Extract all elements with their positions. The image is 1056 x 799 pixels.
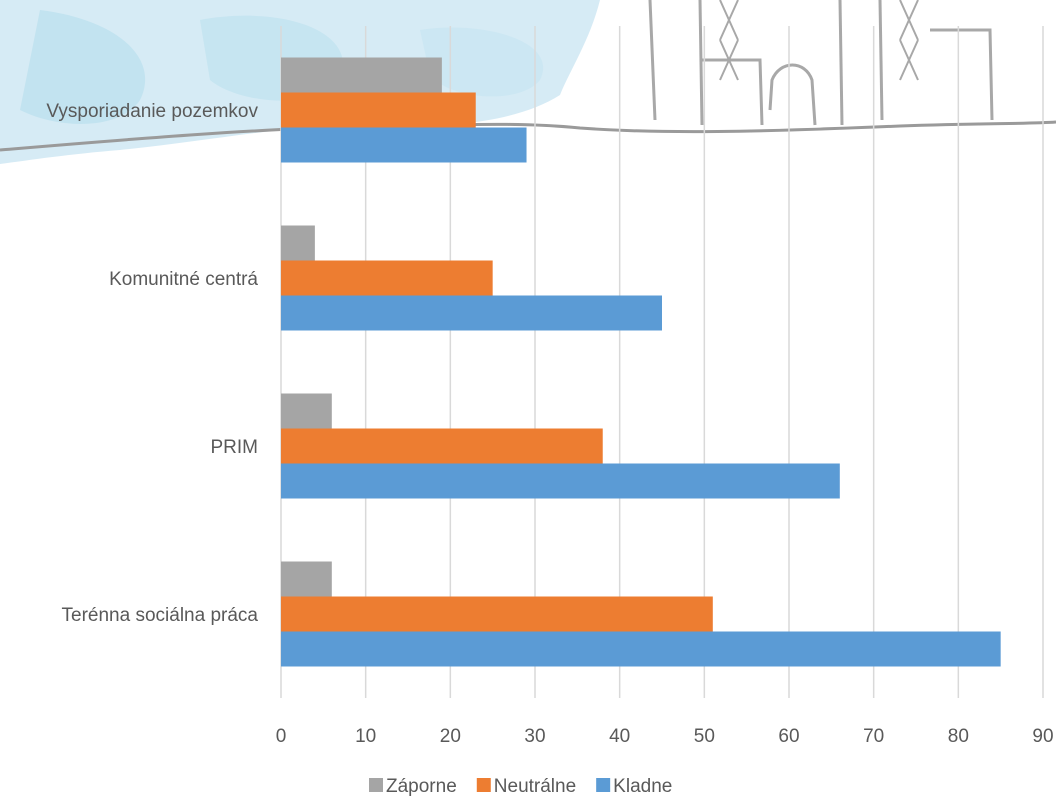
bar: [281, 561, 332, 597]
legend-swatch: [369, 778, 383, 792]
x-tick-label: 80: [948, 726, 969, 747]
category-label: Komunitné centrá: [109, 269, 258, 290]
category-label: Vysporiadanie pozemkov: [46, 101, 258, 122]
bar: [281, 393, 332, 429]
legend: Záporne Neutrálne Kladne: [369, 776, 672, 797]
legend-swatch: [596, 778, 611, 792]
bar: [281, 295, 662, 331]
bar: [281, 127, 527, 163]
bar: [281, 631, 1001, 667]
category-label: Terénna sociálna práca: [62, 605, 259, 626]
x-tick-label: 0: [276, 726, 287, 747]
watercolor-background: [0, 0, 1056, 164]
x-tick-label: 90: [1032, 726, 1053, 747]
sketch-building: [648, 0, 994, 126]
x-tick-label: 50: [694, 726, 715, 747]
legend-swatch: [476, 778, 491, 792]
bar: [281, 428, 603, 464]
bar: [281, 225, 315, 261]
bar: [281, 92, 476, 128]
legend-label: Záporne: [386, 776, 457, 797]
category-label: PRIM: [211, 437, 259, 458]
bars: [281, 57, 1001, 667]
x-axis-tick-labels: 0 10 20 30 40 50 60 70 80 90: [276, 726, 1054, 747]
x-tick-label: 40: [609, 726, 630, 747]
legend-label: Kladne: [613, 776, 672, 797]
x-tick-label: 30: [524, 726, 545, 747]
legend-label: Neutrálne: [494, 776, 576, 797]
x-tick-label: 60: [778, 726, 799, 747]
category-labels: Vysporiadanie pozemkov Komunitné centrá PR…: [46, 101, 258, 626]
bar: [281, 596, 713, 632]
x-tick-label: 10: [355, 726, 376, 747]
x-tick-label: 70: [863, 726, 884, 747]
bar: [281, 260, 493, 296]
x-tick-label: 20: [440, 726, 461, 747]
bar: [281, 463, 840, 499]
bar: [281, 57, 442, 93]
